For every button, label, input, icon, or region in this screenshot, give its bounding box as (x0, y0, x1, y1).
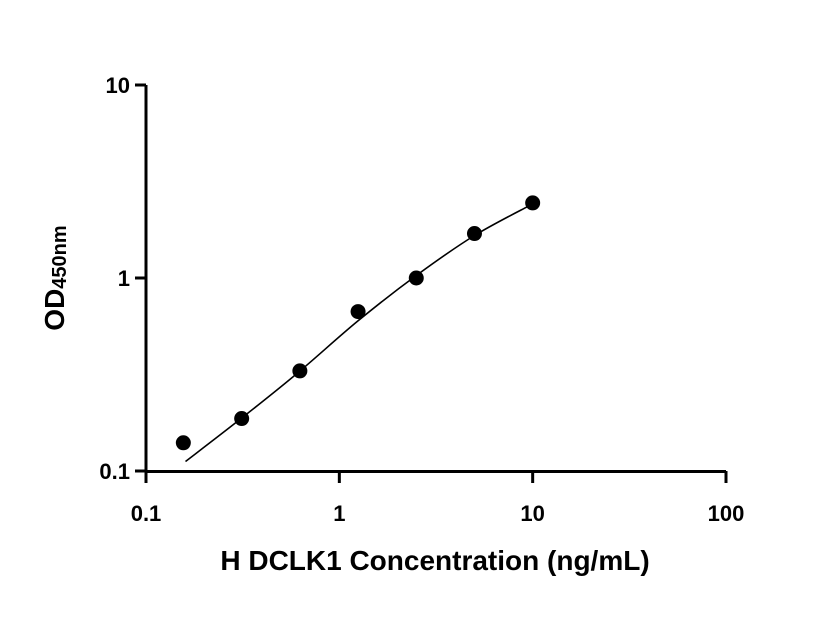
data-points (175, 195, 541, 451)
x-tick-label: 1 (333, 501, 345, 526)
x-tick-label: 0.1 (131, 501, 162, 526)
x-axis-title: H DCLK1 Concentration (ng/mL) (220, 545, 649, 576)
y-tick-label: 10 (106, 73, 130, 98)
y-axis-title-main: OD (39, 289, 70, 331)
x-tick-label: 10 (520, 501, 544, 526)
y-axis-title: OD450nm (39, 225, 71, 330)
y-tick-label: 1 (118, 266, 130, 291)
data-point (234, 411, 250, 427)
data-point (350, 304, 366, 320)
data-point (525, 195, 541, 211)
y-axis-title-subscript: 450nm (49, 225, 71, 288)
x-tick-label: 100 (708, 501, 745, 526)
y-tick-label: 0.1 (99, 459, 130, 484)
data-point (292, 363, 308, 379)
data-point (175, 435, 191, 451)
axes (144, 85, 726, 473)
y-ticks: 0.1 1 10 (99, 73, 146, 484)
x-ticks: 0.1 1 10 100 (131, 471, 745, 526)
data-point (408, 270, 424, 286)
data-point (466, 226, 482, 242)
